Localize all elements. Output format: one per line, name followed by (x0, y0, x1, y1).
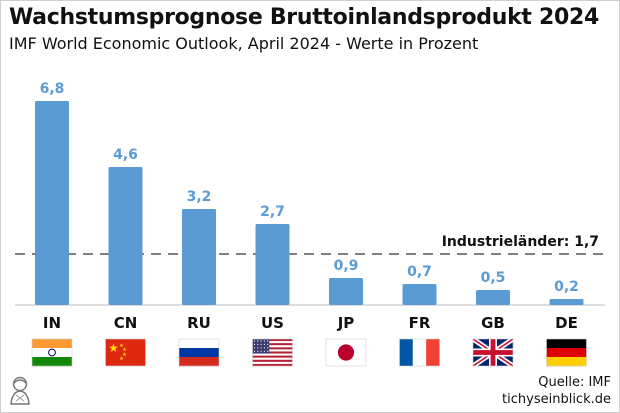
bar-fr (402, 284, 437, 305)
bar-us (255, 224, 290, 305)
france-flag-icon (399, 338, 440, 367)
x-tick-label: JP (337, 314, 355, 332)
chart-subtitle: IMF World Economic Outlook, April 2024 -… (9, 34, 479, 53)
data-label: 4,6 (113, 147, 138, 163)
india-flag-icon (31, 338, 73, 367)
china-flag-icon: ★ ★★★★ (105, 338, 146, 367)
x-tick-label: RU (187, 314, 211, 332)
germany-flag-icon (546, 338, 587, 367)
data-label: 0,2 (554, 279, 579, 295)
svg-text:★: ★ (108, 341, 119, 355)
svg-text:★: ★ (119, 356, 124, 362)
source-label: Quelle: IMF (538, 375, 611, 390)
x-tick-label: CN (114, 314, 138, 332)
bar-cn (108, 167, 143, 305)
bar-de (549, 299, 584, 305)
x-tick-label: GB (481, 314, 505, 332)
x-tick-label: FR (409, 314, 431, 332)
data-label: 0,9 (334, 258, 359, 274)
source-note: Quelle: IMF tichyseinblick.de (502, 374, 611, 408)
data-label: 2,7 (260, 204, 285, 220)
bar-gb (476, 290, 510, 305)
publisher-domain: tichyseinblick.de (502, 392, 611, 407)
bar-jp (329, 278, 363, 305)
svg-text:★: ★ (122, 347, 127, 353)
data-label: 0,7 (407, 264, 432, 280)
chart-title: Wachstumsprognose Bruttoinlandsprodukt 2… (9, 5, 600, 30)
svg-text:★: ★ (122, 352, 127, 358)
data-label: 3,2 (187, 189, 212, 205)
usa-flag-icon (252, 338, 293, 367)
uk-flag-icon (471, 336, 515, 369)
x-tick-label: DE (555, 314, 578, 332)
reference-line-label: Industrieländer: 1,7 (442, 234, 599, 250)
x-tick-label: IN (43, 314, 61, 332)
bar-in (35, 101, 69, 305)
data-label: 0,5 (481, 270, 506, 286)
russia-flag-icon (178, 338, 220, 367)
publisher-logo-icon (8, 375, 32, 409)
japan-flag-icon (325, 338, 367, 367)
svg-text:★: ★ (119, 343, 124, 349)
data-label: 6,8 (40, 81, 65, 97)
bar-ru (182, 209, 216, 305)
x-tick-label: US (261, 314, 284, 332)
